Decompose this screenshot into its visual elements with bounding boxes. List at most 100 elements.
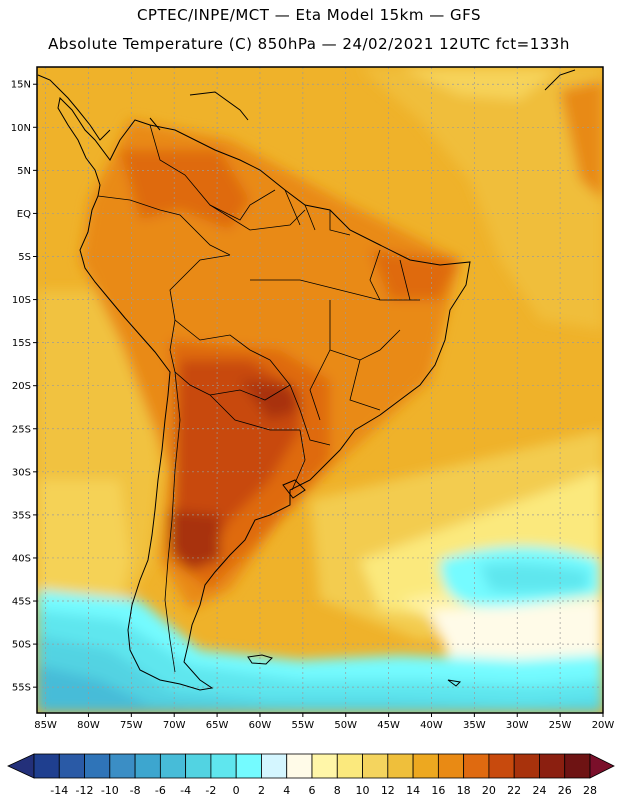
border-bolivia-paraguay — [209, 384, 291, 401]
lon-label: 75W — [120, 720, 143, 731]
field-core-24 — [170, 510, 220, 570]
lat-label: 35S — [12, 510, 31, 521]
border-venezuela-brazil — [209, 204, 306, 231]
lon-label: 45W — [377, 720, 400, 731]
title-line-2: Absolute Temperature (C) 850hPa — 24/02/… — [48, 35, 570, 53]
colorbar-swatch — [362, 753, 389, 779]
colorbar-max-arrow — [589, 753, 615, 779]
lon-label: 65W — [206, 720, 229, 731]
lon-label: 55W — [292, 720, 315, 731]
lat-label: 15N — [11, 80, 31, 91]
colorbar-swatch — [235, 753, 262, 779]
lat-label: 5N — [17, 166, 31, 177]
colorbar-label: -2 — [205, 784, 216, 797]
colorbar-label: 0 — [233, 784, 240, 797]
border-brazil-west — [169, 254, 331, 446]
lat-label: 45S — [12, 597, 31, 608]
field-ocean-patterns — [37, 67, 603, 713]
colorbar-swatch — [134, 753, 161, 779]
colorbar-swatch — [412, 753, 439, 779]
lat-label: 5S — [18, 252, 31, 263]
colorbar-swatch — [463, 753, 490, 779]
border-brazil-states — [250, 249, 420, 421]
lat-label: 10S — [12, 295, 31, 306]
colorbar-label: -8 — [130, 784, 141, 797]
lon-label: 35W — [463, 720, 486, 731]
colorbar-label: 12 — [381, 784, 395, 797]
lat-label: 10N — [11, 123, 31, 134]
field-ne-light — [400, 67, 560, 100]
colorbar-label: 4 — [283, 784, 290, 797]
colorbar-label: 8 — [334, 784, 341, 797]
lon-label: 40W — [420, 720, 443, 731]
field-ne-band — [360, 67, 603, 330]
lon-label: 30W — [506, 720, 529, 731]
colorbar-swatch — [261, 753, 288, 779]
lon-label: 20W — [592, 720, 615, 731]
lat-label: 25S — [12, 424, 31, 435]
border-argentina-uruguay — [291, 429, 306, 491]
colorbar-label: 14 — [406, 784, 420, 797]
colorbar-swatch — [58, 753, 85, 779]
temperature-field — [37, 67, 603, 713]
colorbar-swatch — [286, 753, 313, 779]
colorbar-label: 10 — [356, 784, 370, 797]
colorbar-swatch — [84, 753, 111, 779]
lat-label: 15S — [12, 338, 31, 349]
caribbean-islands — [149, 69, 576, 131]
field-cold-core — [480, 562, 590, 593]
colorbar-label: 24 — [532, 784, 546, 797]
field-pacific-light — [37, 480, 130, 610]
lat-label: 55S — [12, 683, 31, 694]
field-south-0 — [37, 635, 603, 713]
country-borders — [97, 124, 420, 673]
field-core-24b — [240, 380, 300, 420]
colorbar-label: 26 — [558, 784, 572, 797]
colorbar-label: -10 — [101, 784, 119, 797]
lat-label: 20S — [12, 381, 31, 392]
border-argentina-paraguay — [209, 394, 300, 431]
lon-label: 50W — [334, 720, 357, 731]
colorbar: -14 -12 -10 -8 -6 -4 -2 0 2 4 6 8 10 12 14 16 18 20 22 24 26… — [7, 753, 615, 797]
field-ne-orange — [560, 80, 603, 200]
uruguay-lake — [282, 479, 306, 499]
colorbar-label: -12 — [76, 784, 94, 797]
central-america-coast — [37, 74, 111, 141]
field-ne-brazil-20 — [370, 250, 460, 300]
lon-label: 25W — [549, 720, 572, 731]
colorbar-swatch — [33, 753, 60, 779]
colorbar-swatch — [210, 753, 237, 779]
colorbar-min-arrow — [7, 753, 35, 779]
colorbar-swatch — [437, 753, 465, 779]
colorbar-label: -14 — [50, 784, 68, 797]
lon-label: 70W — [163, 720, 186, 731]
field-south-m2 — [37, 665, 300, 713]
colorbar-label: 18 — [457, 784, 471, 797]
lon-label: 80W — [77, 720, 100, 731]
colorbar-swatch — [185, 753, 212, 779]
lat-label: EQ — [17, 209, 31, 220]
colorbar-label: 6 — [309, 784, 316, 797]
colorbar-swatch — [488, 753, 515, 779]
colorbar-label: 20 — [482, 784, 496, 797]
title-line-1: CPTEC/INPE/MCT — Eta Model 15km — GFS — [136, 6, 482, 24]
south-georgia — [447, 679, 462, 687]
falklands — [247, 654, 273, 665]
lat-lon-grid — [37, 67, 603, 713]
colorbar-swatch — [109, 753, 136, 779]
lon-label: 85W — [34, 720, 57, 731]
colorbar-swatch — [159, 753, 187, 779]
colorbar-label: -4 — [180, 784, 191, 797]
field-atlantic-8 — [430, 600, 603, 660]
colorbar-label: 16 — [431, 784, 445, 797]
lon-label: 60W — [249, 720, 272, 731]
longitude-axis: 85W 80W 75W 70W 65W 60W 55W 50W 45W 40W 35W 30W 25W 2… — [34, 713, 614, 731]
map-frame — [36, 66, 604, 714]
colorbar-swatch — [387, 753, 414, 779]
colorbar-swatch — [539, 753, 566, 779]
colorbar-swatch — [564, 753, 591, 779]
colorbar-label: 22 — [507, 784, 521, 797]
colorbar-swatch — [311, 753, 338, 779]
colorbar-label: 28 — [583, 784, 597, 797]
